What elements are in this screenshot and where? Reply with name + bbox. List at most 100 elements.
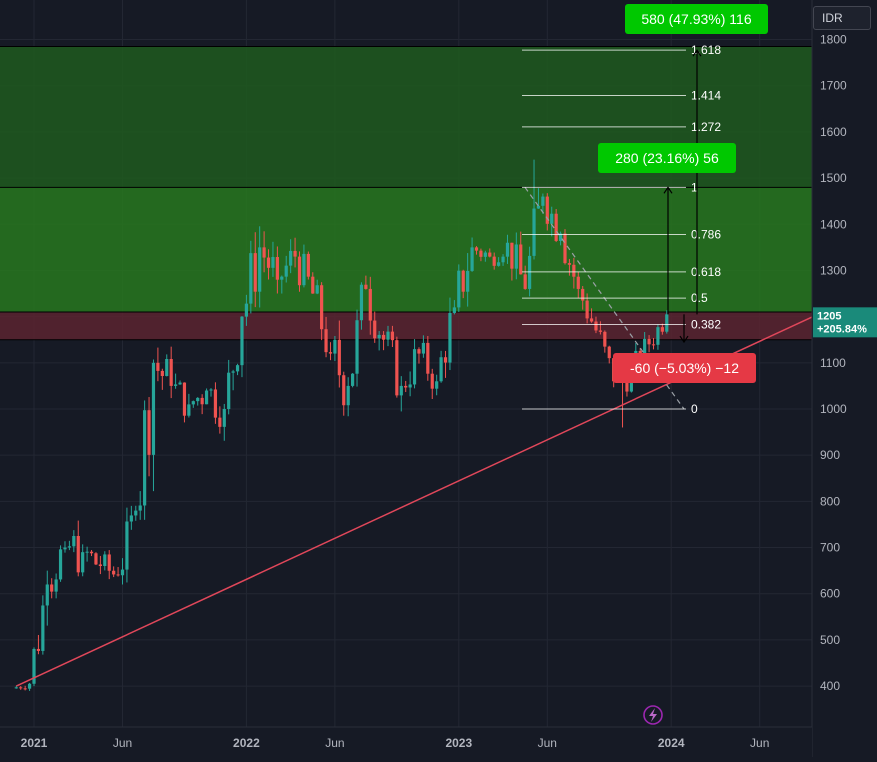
candle-body <box>76 535 80 573</box>
fib-level-label: 1.272 <box>691 120 721 134</box>
fib-level-label: 1 <box>691 180 698 194</box>
measure-label-box[interactable] <box>598 143 736 173</box>
y-tick-label: 1500 <box>820 171 847 185</box>
price-axis[interactable]: 4005006007008009001000110012001300140015… <box>811 0 877 757</box>
candle-body <box>187 404 191 416</box>
candle-body <box>151 362 156 455</box>
candle-body <box>523 274 527 289</box>
candle-body <box>134 510 138 516</box>
candle-body <box>120 569 125 576</box>
candle-body <box>439 357 443 382</box>
measure-annotations[interactable]: 580 (47.93%) 116 280 (23.16%) 56 -60 (−5.0… <box>598 4 768 383</box>
candle-body <box>58 549 63 580</box>
candle-body <box>156 362 160 371</box>
candle-body <box>72 535 76 547</box>
candle-body <box>519 244 523 275</box>
measure-arrow <box>663 186 673 194</box>
candle-body <box>147 410 151 455</box>
candle-body <box>271 257 275 268</box>
candle-body <box>209 389 213 391</box>
candle-body <box>235 365 240 372</box>
candle-body <box>302 253 306 286</box>
candle-body <box>204 390 209 405</box>
candle-body <box>417 349 421 354</box>
y-tick-label: 500 <box>820 633 840 647</box>
candle-body <box>320 285 324 330</box>
red-zone[interactable] <box>0 312 812 340</box>
y-tick-label: 700 <box>820 541 840 555</box>
y-tick-label: 900 <box>820 448 840 462</box>
candle-body <box>563 233 567 264</box>
candle-body <box>412 349 417 385</box>
candle-body <box>647 338 651 345</box>
candle-body <box>81 552 85 573</box>
fib-level-label: 0.382 <box>691 317 721 331</box>
y-tick-label: 1300 <box>820 263 847 277</box>
candle-body <box>182 382 187 416</box>
measure-label-box[interactable] <box>625 4 768 34</box>
candle-body <box>452 307 456 313</box>
candle-body <box>430 373 434 389</box>
candle-body <box>581 288 585 301</box>
candle-body <box>656 327 660 345</box>
candle-body <box>514 244 518 269</box>
measure-label-text: 280 (23.16%) 56 <box>615 150 719 166</box>
candle-body <box>474 247 479 251</box>
price-label-box[interactable] <box>813 307 877 338</box>
candle-body <box>488 252 492 257</box>
y-tick-label: 1400 <box>820 217 847 231</box>
fib-level-label: 0.5 <box>691 291 708 305</box>
currency-label[interactable]: IDR <box>813 6 871 30</box>
candle-body <box>660 327 664 332</box>
candle-body <box>280 276 284 280</box>
candle-body <box>293 250 297 257</box>
fib-retracement[interactable]: 0 0.382 0.5 0.618 0.786 1 1.272 1.414 1.618 <box>522 43 721 416</box>
y-tick-label: 1600 <box>820 125 847 139</box>
y-tick-label: 600 <box>820 587 840 601</box>
candle-body <box>607 346 611 359</box>
x-tick-label: 2024 <box>658 736 685 750</box>
candle-body <box>289 250 293 266</box>
lower-green-zone[interactable] <box>0 187 812 313</box>
candle-body <box>306 253 310 277</box>
x-tick-label: Jun <box>325 736 344 750</box>
candle-body <box>404 385 408 388</box>
candle-body <box>589 318 594 322</box>
candle-body <box>550 213 554 224</box>
candle-body <box>324 329 328 353</box>
time-axis-bg <box>0 727 812 757</box>
candle-body <box>191 401 195 405</box>
time-axis[interactable]: 2021 Jun 2022 Jun 2023 Jun 2024 Jun <box>0 726 812 757</box>
price-axis-bg <box>812 0 877 757</box>
candle-body <box>625 376 629 392</box>
candle-body <box>253 253 257 292</box>
candle-body <box>572 264 576 277</box>
candle-body <box>585 300 589 319</box>
candle-body <box>240 316 244 366</box>
candle-body <box>165 359 169 377</box>
candle-body <box>351 373 355 386</box>
candle-body <box>94 553 98 565</box>
candle-body <box>408 384 412 388</box>
candle-body <box>541 196 545 206</box>
candle-body <box>545 196 549 224</box>
candle-body <box>297 256 302 286</box>
candle-body <box>174 384 178 386</box>
measure-label-box[interactable] <box>613 353 756 383</box>
x-tick-label: Jun <box>113 736 132 750</box>
fib-level-label: 0.618 <box>691 265 721 279</box>
candle-body <box>284 265 288 277</box>
candle-body <box>528 255 532 289</box>
price-label-change: +205.84% <box>817 323 867 335</box>
candle-body <box>665 314 669 332</box>
candle-body <box>200 397 204 405</box>
x-tick-label: 2022 <box>233 736 260 750</box>
fib-level-label: 1.414 <box>691 88 721 102</box>
candle-body <box>258 247 262 292</box>
candle-body <box>169 359 173 386</box>
candle-body <box>311 276 315 294</box>
lightning-icon-ring[interactable] <box>643 705 663 725</box>
candle-body <box>116 574 120 576</box>
candle-body <box>492 256 496 266</box>
